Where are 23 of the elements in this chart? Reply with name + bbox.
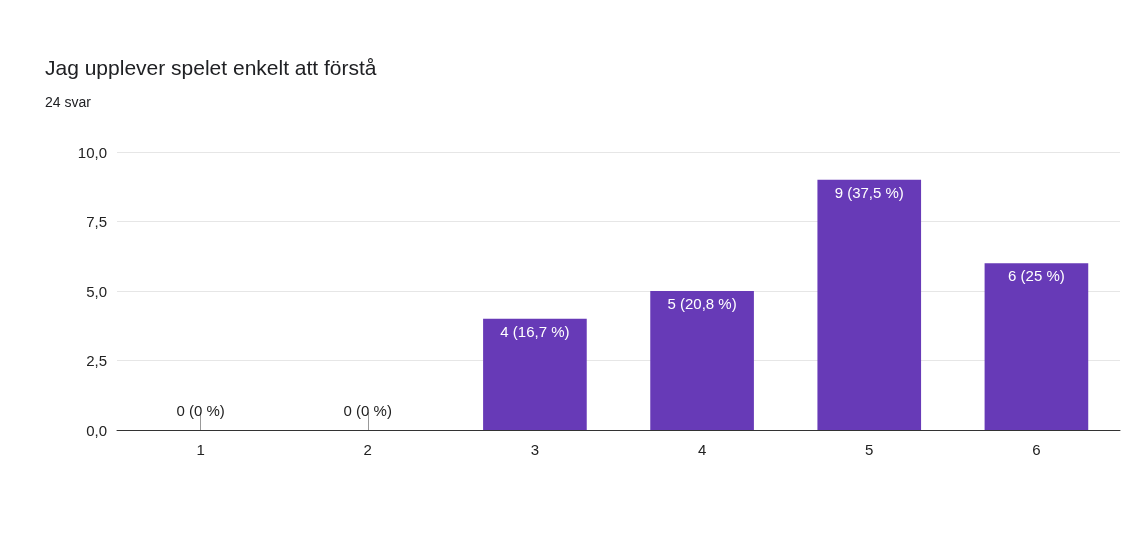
bar: [984, 263, 1089, 430]
bar: [483, 318, 587, 430]
data-label: 6 (25 %): [1008, 267, 1065, 285]
data-label: 0 (0 %): [176, 402, 225, 419]
data-label: 0 (0 %): [343, 402, 392, 419]
bar: [817, 179, 922, 430]
y-tick-label: 7,5: [86, 213, 107, 230]
x-tick-label: 5: [865, 441, 874, 458]
x-tick-label: 1: [196, 441, 205, 458]
x-tick-label: 6: [1032, 441, 1041, 458]
x-tick-label: 2: [363, 441, 372, 458]
data-label: 5 (20,8 %): [667, 295, 737, 312]
y-tick-label: 5,0: [86, 282, 107, 300]
y-tick-label: 2,5: [86, 352, 107, 369]
x-tick-label: 3: [530, 441, 540, 458]
data-label: 9 (37,5 %): [834, 183, 904, 201]
data-label: 4 (16,7 %): [500, 322, 570, 340]
y-tick-label: 10,0: [77, 143, 107, 161]
x-tick-label: 4: [697, 441, 707, 458]
chart-title: Jag upplever spelet enkelt att förstå: [45, 56, 377, 79]
chart-subtitle: 24 svar: [45, 94, 92, 110]
y-tick-label: 0,0: [86, 421, 107, 439]
bar: [650, 291, 754, 430]
